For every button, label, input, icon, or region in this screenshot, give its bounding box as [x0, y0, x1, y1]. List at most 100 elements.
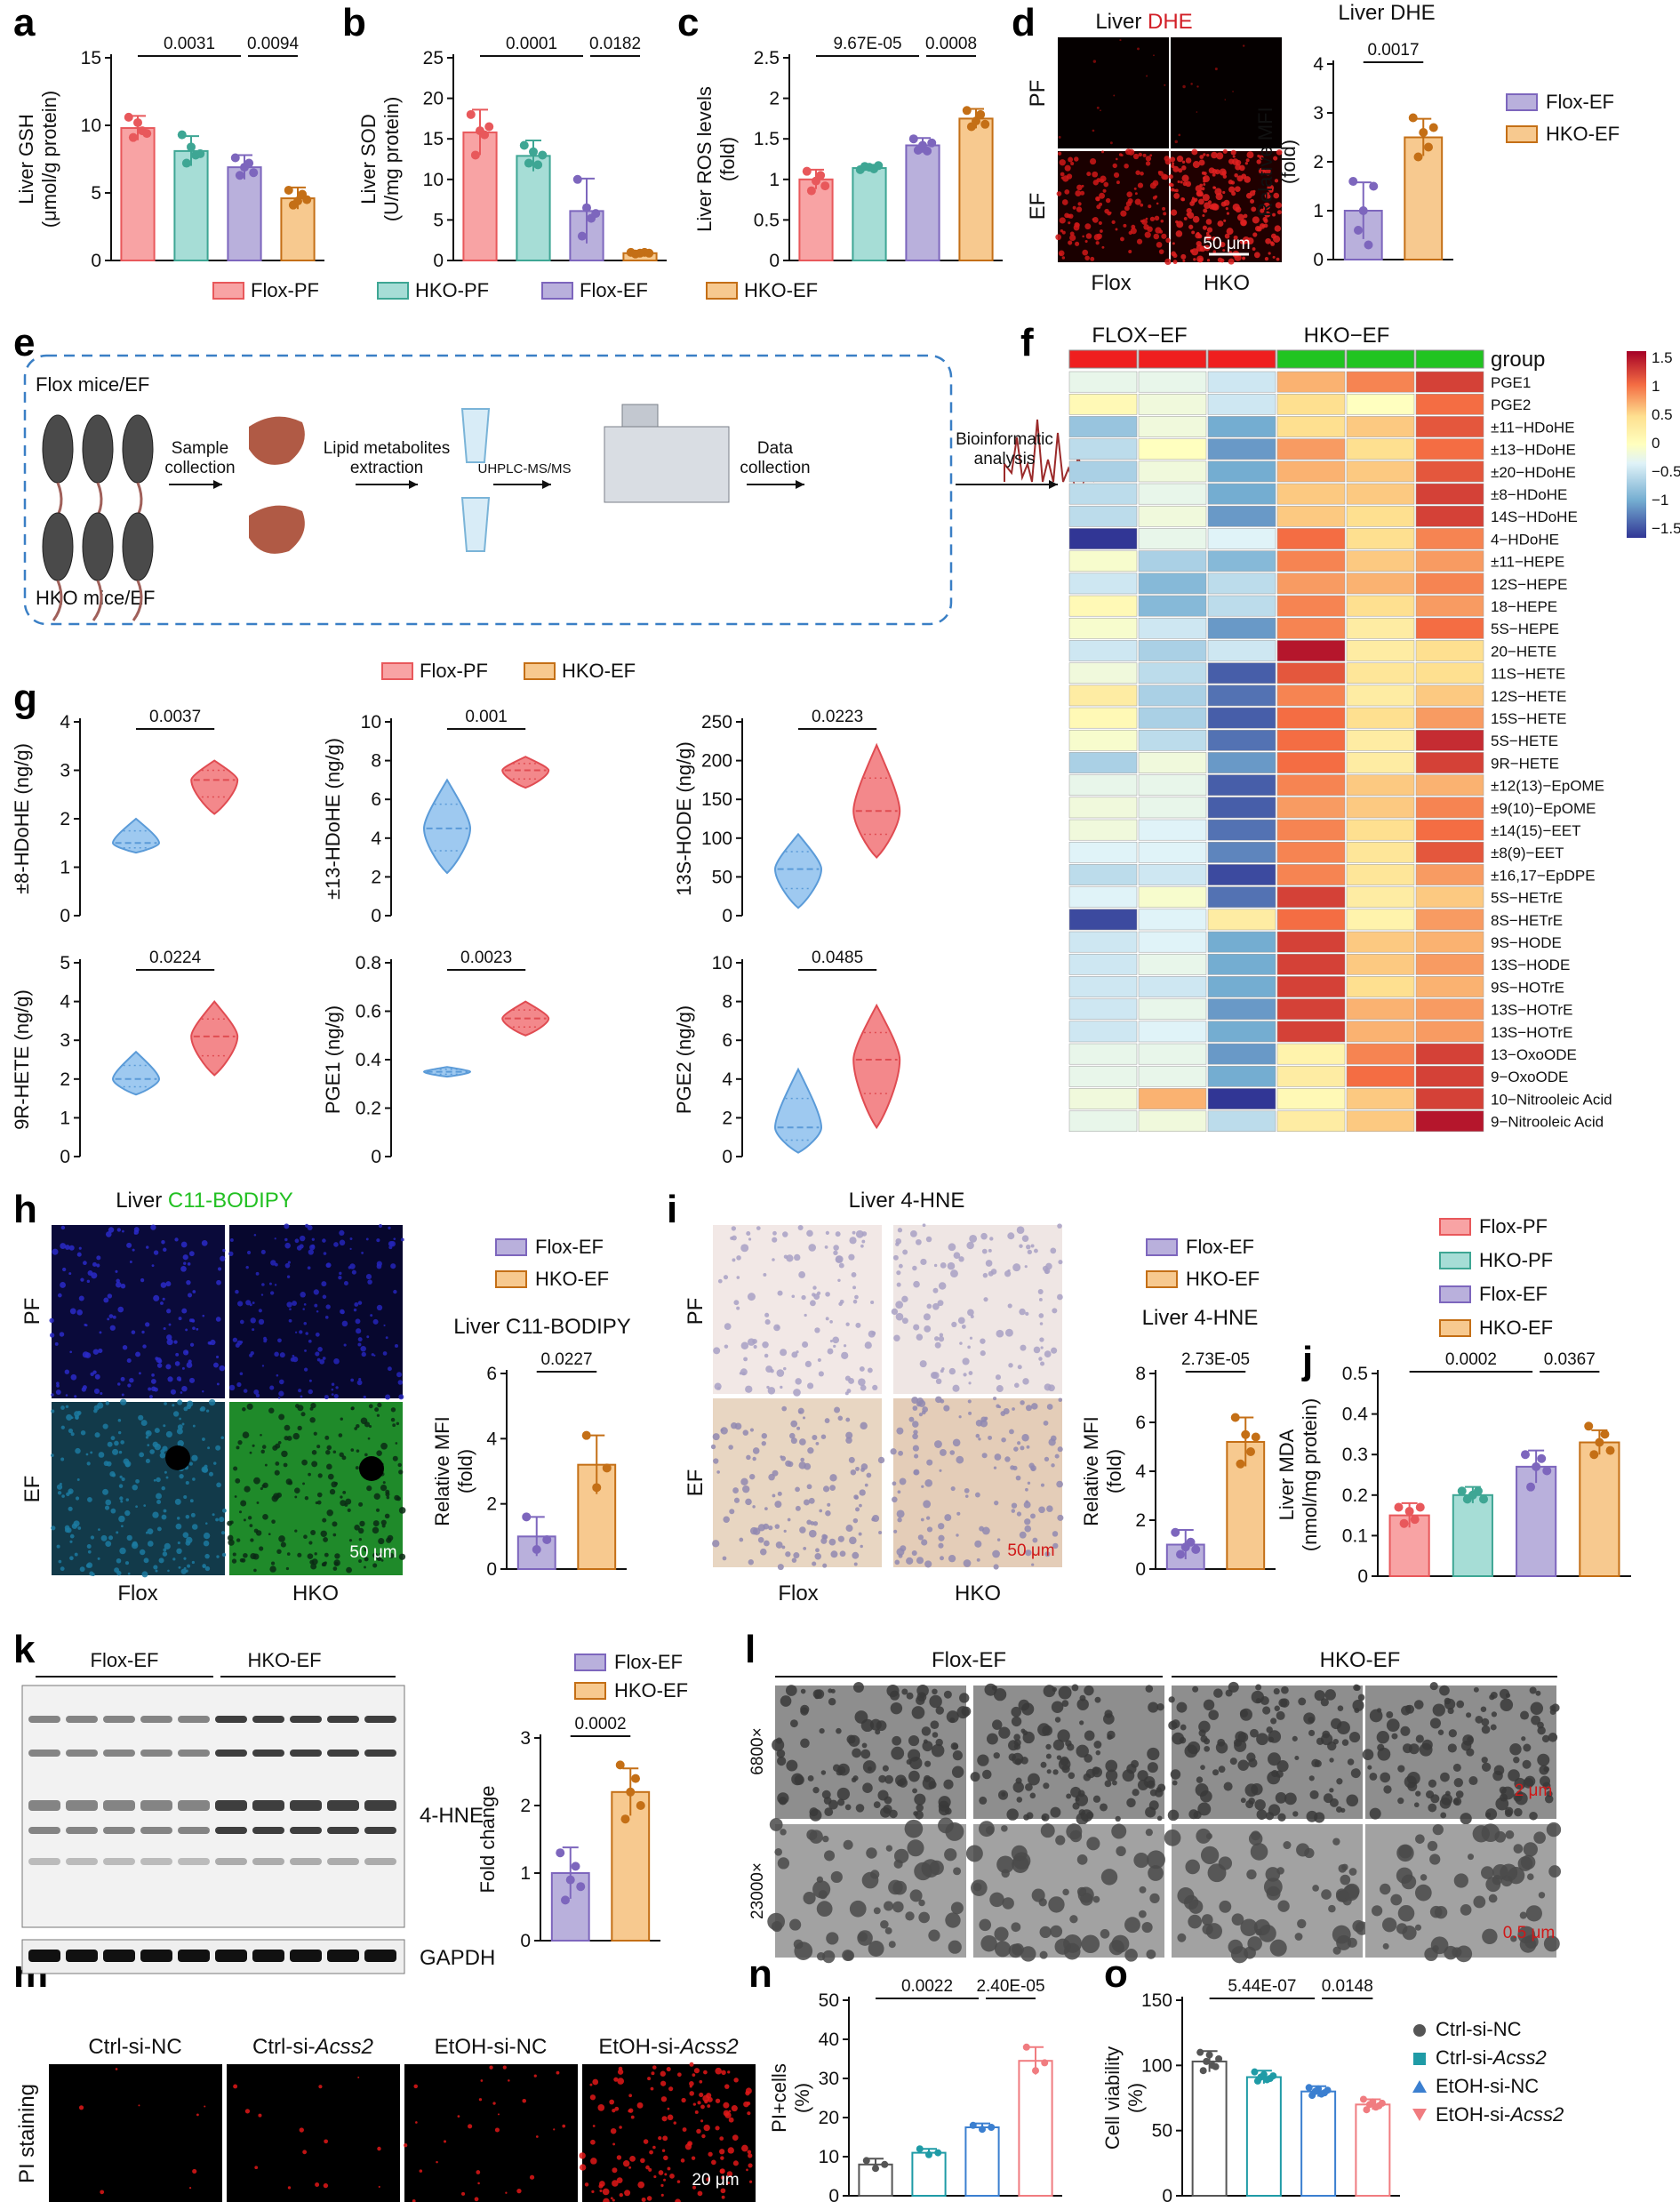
heatmap-cell	[1138, 550, 1207, 573]
micro-speck	[697, 2101, 701, 2105]
micro-speck	[326, 1509, 333, 1517]
micro-speck	[926, 1516, 931, 1520]
micro-speck	[1207, 1863, 1227, 1883]
micro-speck	[228, 1539, 235, 1546]
y-tick-label: 0.4	[356, 1050, 382, 1070]
c11-image-flox-ef-background	[52, 1402, 225, 1575]
micro-speck	[993, 1466, 997, 1469]
blot-band	[140, 1858, 172, 1865]
micro-speck	[323, 1537, 328, 1542]
micro-speck	[1038, 1298, 1043, 1301]
micro-speck	[772, 1237, 778, 1243]
micro-speck	[1050, 1925, 1063, 1938]
heatmap-row-label: 9−OxoODE	[1491, 1069, 1568, 1085]
micro-speck	[1130, 228, 1137, 235]
micro-speck	[786, 1759, 798, 1772]
micro-speck	[764, 1507, 768, 1510]
micro-speck	[782, 1231, 788, 1237]
heatmap-cell	[1276, 729, 1346, 751]
micro-speck	[236, 1538, 241, 1542]
micro-speck	[1439, 1685, 1450, 1696]
micro-speck	[935, 1706, 944, 1715]
micro-speck	[1292, 1811, 1299, 1817]
micro-speck	[759, 1548, 767, 1556]
micro-speck	[761, 1433, 768, 1439]
micro-speck	[1020, 1946, 1036, 1962]
micro-speck	[822, 1563, 828, 1568]
micro-speck	[60, 1457, 65, 1461]
micro-speck	[1308, 1717, 1315, 1724]
micro-speck	[1021, 1235, 1029, 1242]
micro-speck	[1192, 1686, 1199, 1693]
micro-speck	[163, 1326, 166, 1330]
blot-band	[252, 1950, 284, 1962]
blot-band	[66, 1750, 98, 1757]
micro-speck	[777, 1491, 782, 1496]
micro-speck	[1466, 1712, 1472, 1718]
micro-speck	[896, 1427, 904, 1435]
heatmap-cell	[1207, 886, 1276, 909]
micro-speck	[829, 1474, 837, 1482]
heatmap-cell	[1276, 819, 1346, 841]
micro-speck	[1164, 84, 1166, 86]
micro-speck	[1204, 1745, 1211, 1752]
heatmap-cell	[1068, 438, 1138, 460]
data-point	[466, 109, 476, 119]
micro-speck	[673, 2121, 676, 2125]
micro-speck	[1148, 1800, 1159, 1811]
micro-speck	[1145, 161, 1151, 166]
colorbar-tick-label: −1.5	[1652, 520, 1680, 537]
micro-speck	[617, 2069, 624, 2075]
blot-label-4hne: 4-HNE	[420, 1804, 484, 1828]
data-point	[1175, 1549, 1185, 1559]
micro-speck	[1077, 202, 1082, 206]
micro-speck	[968, 1411, 972, 1415]
micro-speck	[855, 1804, 865, 1813]
heatmap-cell	[1207, 393, 1276, 415]
micro-speck	[993, 1752, 1000, 1759]
micro-speck	[809, 1808, 822, 1822]
micro-speck	[1367, 1765, 1372, 1770]
micro-speck	[861, 1239, 866, 1244]
micro-speck	[866, 1472, 872, 1478]
micro-speck	[921, 1485, 924, 1488]
micro-speck	[1140, 203, 1144, 207]
micro-speck	[79, 1566, 85, 1573]
micro-speck	[914, 1453, 919, 1459]
micro-speck	[719, 2168, 725, 2174]
micro-speck	[715, 2067, 722, 2075]
micro-speck	[356, 1449, 360, 1453]
micro-speck	[105, 1231, 112, 1237]
micro-speck	[143, 1557, 149, 1564]
heatmap-cell	[1068, 886, 1138, 909]
micro-speck	[1100, 229, 1103, 233]
micro-speck	[916, 1397, 924, 1405]
heatmap-cell	[1346, 662, 1415, 685]
micro-speck	[648, 2167, 652, 2172]
y-tick-label: 0.8	[356, 953, 381, 973]
micro-speck	[1092, 60, 1097, 63]
heatmap-cell	[1415, 729, 1484, 751]
y-tick-label: 0	[486, 1559, 497, 1580]
micro-speck	[1093, 234, 1101, 241]
micro-speck	[176, 1548, 182, 1555]
heatmap-group-bar	[1415, 349, 1484, 369]
y-axis-label-g5: PGE1 (ng/g)	[322, 1005, 344, 1114]
micro-speck	[993, 1397, 997, 1401]
workflow-frame	[23, 354, 953, 626]
micro-speck	[916, 1557, 924, 1565]
heatmap-cell	[1138, 976, 1207, 997]
y-tick-label: 1	[769, 170, 780, 190]
micro-speck	[912, 1445, 919, 1452]
micro-speck	[294, 1331, 298, 1333]
micro-speck	[398, 1469, 404, 1475]
micro-speck	[721, 2195, 725, 2199]
micro-speck	[837, 1535, 844, 1542]
micro-speck	[1304, 1847, 1315, 1859]
micro-speck	[619, 2126, 622, 2129]
micro-speck	[1156, 202, 1159, 205]
micro-speck	[1382, 1942, 1389, 1950]
micro-speck	[886, 1684, 900, 1698]
data-point	[187, 142, 196, 152]
micro-speck	[815, 1441, 820, 1445]
